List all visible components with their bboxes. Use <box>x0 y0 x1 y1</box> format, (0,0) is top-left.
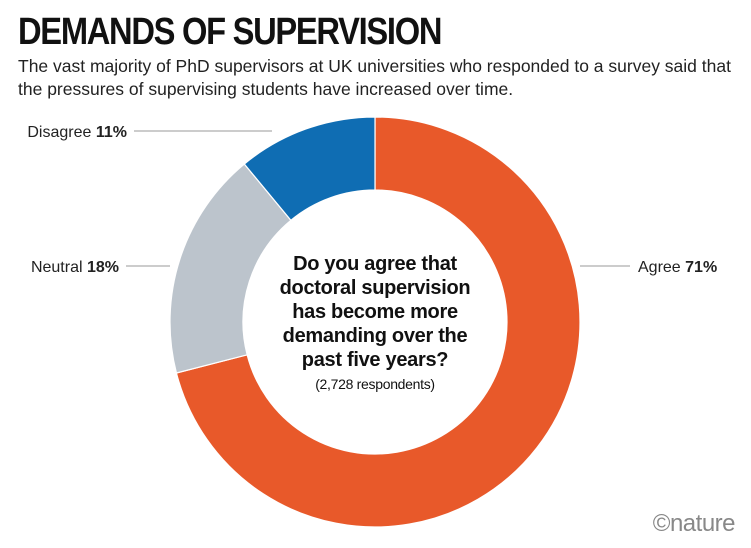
slice-disagree <box>243 116 376 222</box>
label-neutral: Neutral 18% <box>31 259 119 276</box>
label-name-agree: Agree <box>638 259 685 276</box>
label-value-agree: 71% <box>685 259 717 276</box>
survey-question: Do you agree that doctoral supervision h… <box>279 253 471 371</box>
slice-agree <box>175 116 581 528</box>
chart-title: DEMANDS OF SUPERVISION <box>18 11 442 53</box>
label-value-disagree: 11% <box>96 124 127 141</box>
label-agree: Agree 71% <box>638 259 717 276</box>
label-name-disagree: Disagree <box>27 124 95 141</box>
center-question: Do you agree that doctoral supervision h… <box>262 252 488 394</box>
nature-logo: ©nature <box>652 510 736 537</box>
label-name-neutral: Neutral <box>31 259 87 276</box>
respondents-note: (2,728 respondents) <box>315 376 435 392</box>
label-disagree: Disagree 11% <box>27 124 127 141</box>
chart-subtitle: The vast majority of PhD supervisors at … <box>18 56 731 99</box>
label-value-neutral: 18% <box>87 259 119 276</box>
